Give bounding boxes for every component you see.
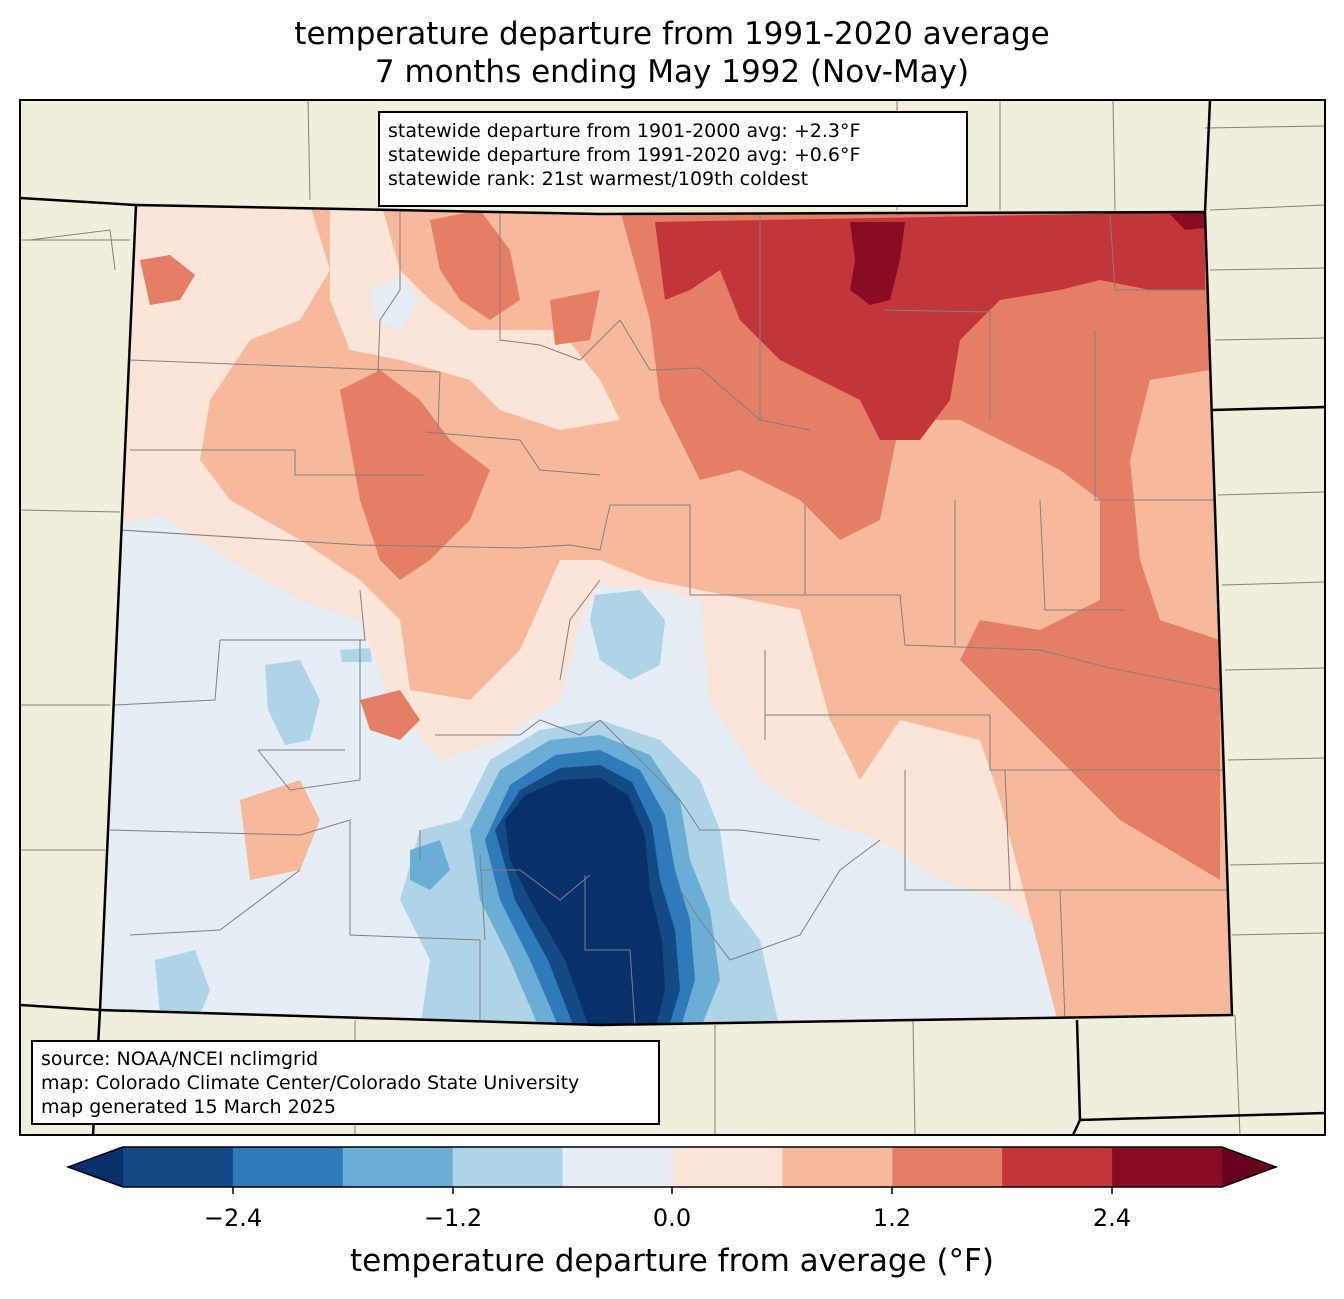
- stats-line-1: statewide departure from 1901-2000 avg: …: [388, 120, 861, 142]
- map-frame: [19, 99, 1326, 1136]
- source-line-3: map generated 15 March 2025: [41, 1096, 336, 1118]
- source-line-2: map: Colorado Climate Center/Colorado St…: [41, 1072, 580, 1094]
- colorado-temperature-field: [100, 205, 1232, 1025]
- colorbar-tick-label: −1.2: [423, 1204, 483, 1232]
- colorbar-bin: [892, 1147, 1003, 1187]
- colorbar-label: temperature departure from average (°F): [350, 1243, 994, 1279]
- colorado-boundary: [98, 203, 1234, 1027]
- colorbar-bin: [672, 1147, 783, 1187]
- stats-line-3: statewide rank: 21st warmest/109th colde…: [388, 168, 809, 190]
- colorbar-bin: [562, 1147, 673, 1187]
- statewide-stats-box: statewide departure from 1901-2000 avg: …: [378, 111, 968, 207]
- colorbar-tick-label: 1.2: [872, 1204, 912, 1232]
- colorbar-bin: [1002, 1147, 1113, 1187]
- source-line-1: source: NOAA/NCEI nclimgrid: [41, 1048, 319, 1070]
- colorbar: [65, 1146, 1279, 1194]
- colorbar-bin: [1112, 1147, 1223, 1187]
- colorbar-bin: [452, 1147, 564, 1187]
- colorbar-extend-min: [68, 1147, 123, 1187]
- colorbar-tick-label: 2.4: [1092, 1204, 1132, 1232]
- colorado-county-lines: [109, 210, 1230, 1025]
- stats-line-2: statewide departure from 1991-2020 avg: …: [388, 144, 861, 166]
- colorbar-extend-max: [1222, 1147, 1276, 1187]
- colorbar-tick-label: 0.0: [652, 1204, 692, 1232]
- colorbar-bin: [232, 1147, 344, 1187]
- colorbar-bin: [782, 1147, 893, 1187]
- colorbar-bin: [342, 1147, 454, 1187]
- colorbar-outline: [65, 1146, 1279, 1188]
- map-title-line-2: 7 months ending May 1992 (Nov-May): [374, 54, 970, 90]
- colorbar-tick-label: −2.4: [203, 1204, 263, 1232]
- map-title-line-1: temperature departure from 1991-2020 ave…: [294, 16, 1050, 52]
- source-box: source: NOAA/NCEI nclimgrid map: Colorad…: [31, 1040, 660, 1125]
- colorbar-bin: [123, 1147, 234, 1187]
